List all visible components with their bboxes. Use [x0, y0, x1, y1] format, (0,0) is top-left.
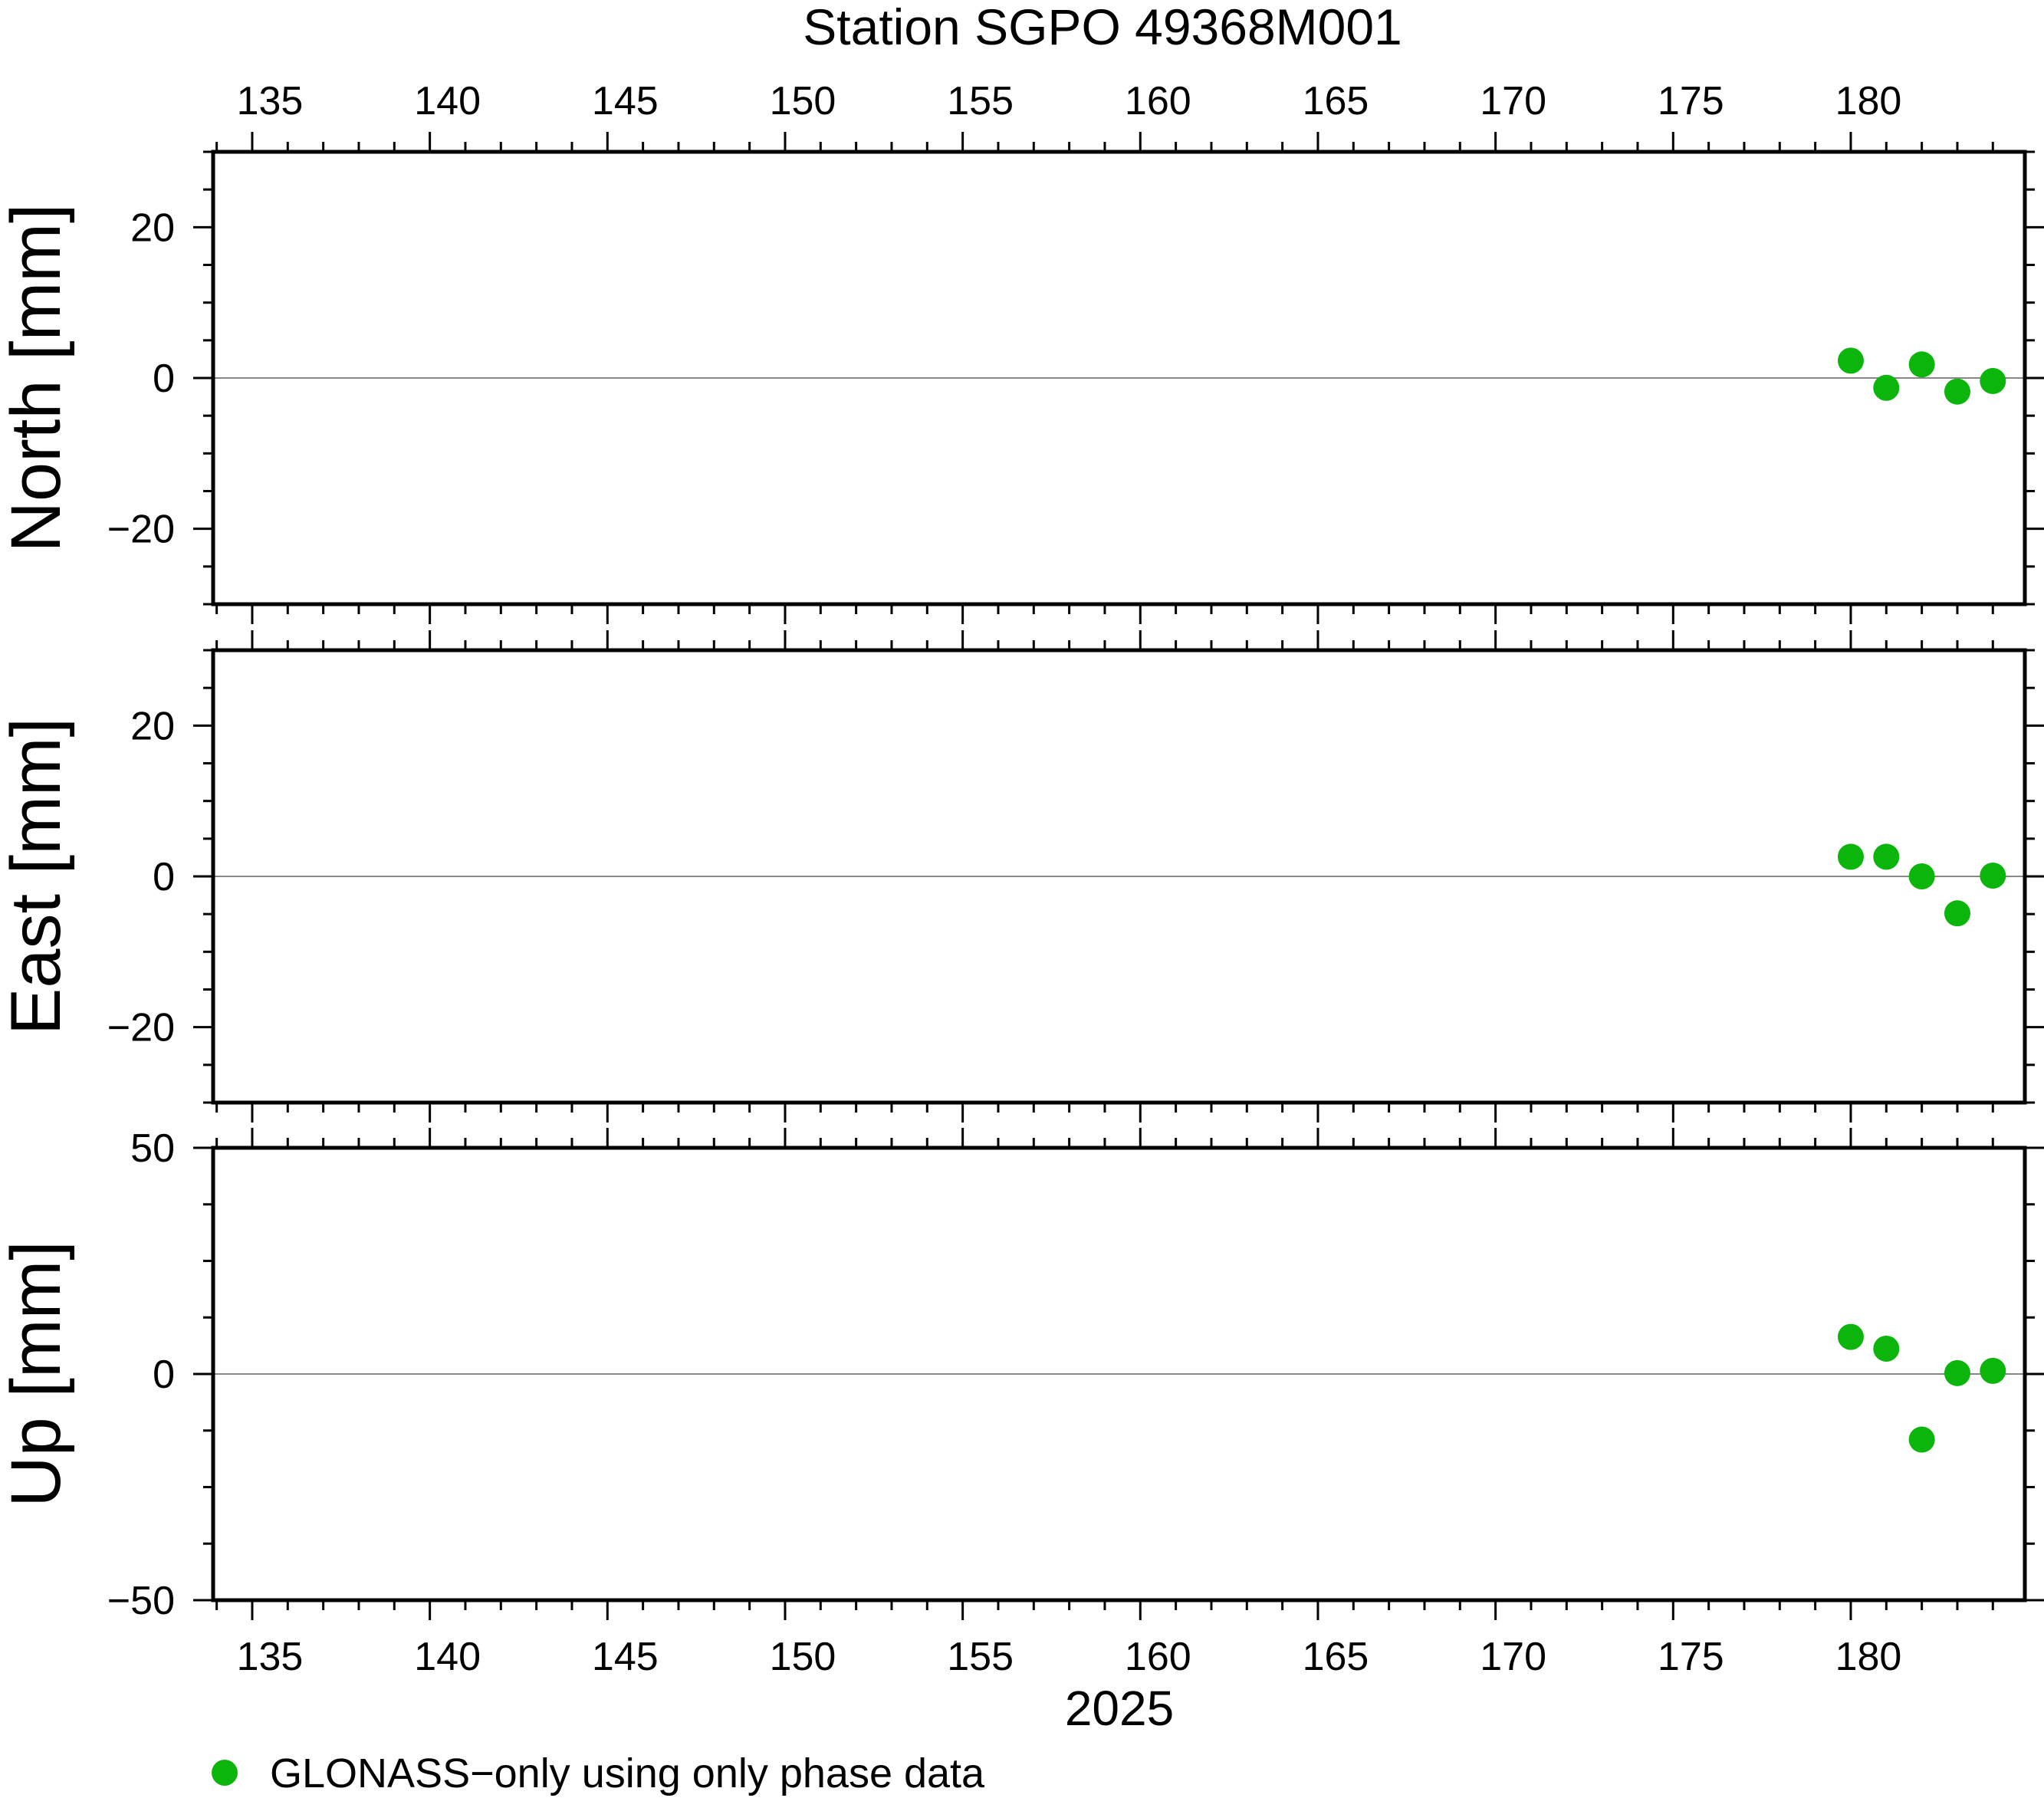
x-tick-label: 165: [1303, 1635, 1369, 1679]
data-point: [1944, 900, 1970, 927]
data-point: [1944, 1359, 1970, 1386]
x-tick-label: 150: [770, 1635, 836, 1679]
data-point: [1980, 1357, 2006, 1384]
x-tick-label: 135: [237, 79, 304, 123]
y-tick-label: 50: [130, 1126, 175, 1171]
x-tick-label: 170: [1480, 79, 1546, 123]
legend: GLONASS−only using only phase data: [212, 1750, 985, 1796]
x-tick-label: 175: [1658, 79, 1724, 123]
x-tick-label: 150: [770, 79, 836, 123]
x-tick-label: 180: [1835, 1635, 1902, 1679]
x-tick-label: 160: [1125, 79, 1191, 123]
top-x-tick-labels: 135 140 145 150 155 160 165 170 175 180: [237, 79, 1902, 123]
x-tick-label: 145: [592, 79, 659, 123]
data-point: [1908, 1426, 1935, 1453]
x-tick-label: 160: [1125, 1635, 1191, 1679]
data-point: [1908, 351, 1935, 378]
legend-marker: [212, 1760, 238, 1786]
y-tick-label: −20: [107, 508, 175, 552]
x-tick-label: 140: [414, 79, 481, 123]
bottom-x-tick-labels: 135 140 145 150 155 160 165 170 175 180: [237, 1635, 1902, 1679]
y-tick-label: 0: [153, 1353, 175, 1397]
data-point: [1908, 863, 1935, 889]
x-tick-label: 155: [947, 79, 1014, 123]
data-point: [1837, 1323, 1864, 1350]
data-point: [1873, 843, 1900, 870]
data-point: [1837, 843, 1864, 870]
data-point: [1873, 374, 1900, 401]
legend-label: GLONASS−only using only phase data: [270, 1750, 985, 1796]
data-point: [1837, 347, 1864, 374]
x-tick-label: 175: [1658, 1635, 1724, 1679]
x-tick-label: 145: [592, 1635, 659, 1679]
data-point: [1944, 378, 1970, 405]
y-axis-label: East [mm]: [0, 718, 75, 1035]
up-panel: 50 0 −50 Up [mm]: [0, 1126, 2044, 1623]
x-tick-label: 165: [1303, 79, 1369, 123]
data-point: [1873, 1335, 1900, 1362]
chart-title: Station SGPO 49368M001: [803, 0, 1402, 55]
x-tick-label: 180: [1835, 79, 1902, 123]
y-tick-label: 0: [153, 357, 175, 401]
y-tick-label: −50: [107, 1579, 175, 1623]
data-point: [1980, 367, 2006, 394]
y-tick-label: −20: [107, 1006, 175, 1050]
y-tick-label: 20: [130, 205, 175, 250]
y-tick-label: 20: [130, 704, 175, 748]
x-tick-label: 170: [1480, 1635, 1546, 1679]
x-axis-label: 2025: [1065, 1681, 1174, 1736]
x-tick-label: 155: [947, 1635, 1014, 1679]
y-tick-label: 0: [153, 855, 175, 899]
data-point: [1980, 863, 2006, 889]
y-axis-label: North [mm]: [0, 204, 75, 553]
y-axis-label: Up [mm]: [0, 1241, 75, 1507]
east-panel: 20 0 −20 East [mm]: [0, 630, 2044, 1123]
north-panel: 20 0 −20 North [mm]: [0, 132, 2044, 624]
x-tick-label: 140: [414, 1635, 481, 1679]
x-tick-label: 135: [237, 1635, 304, 1679]
